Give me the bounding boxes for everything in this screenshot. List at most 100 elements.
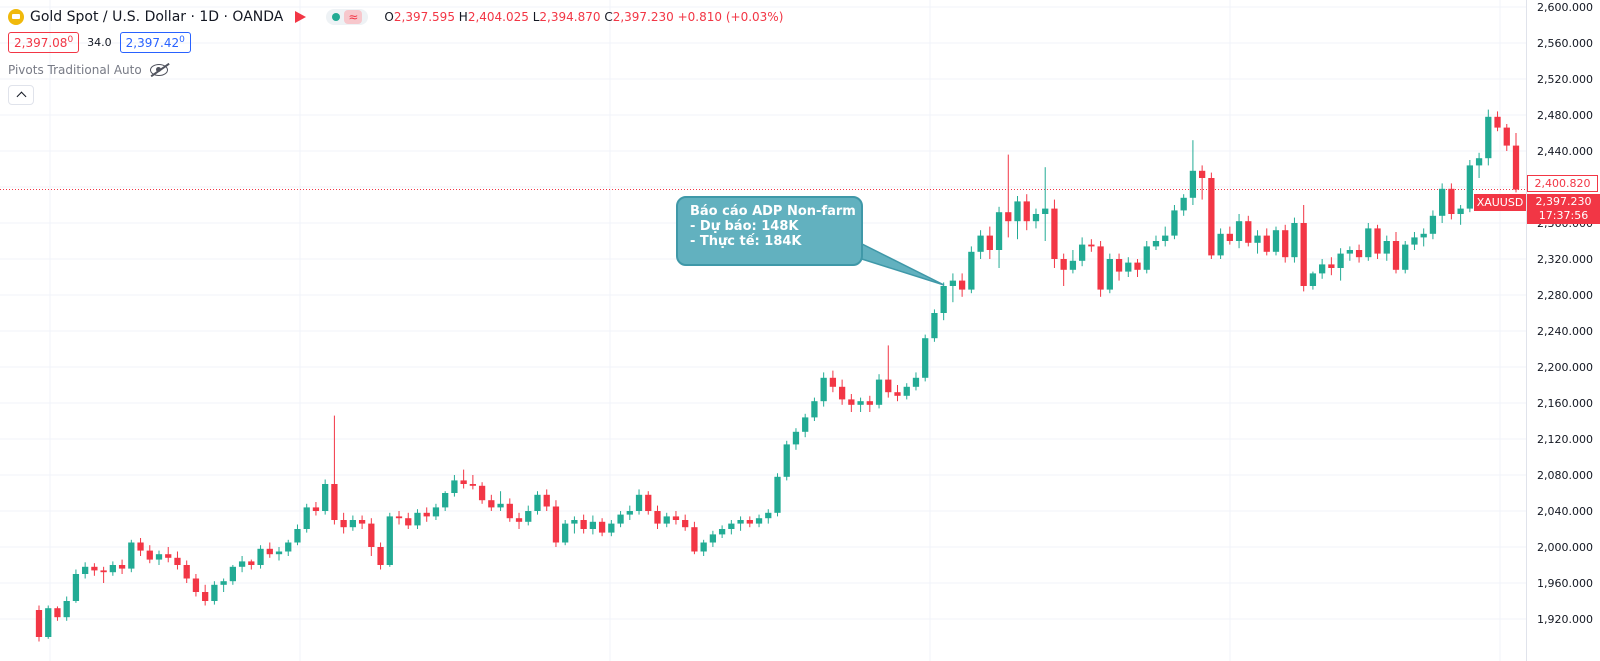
candle-body [1088, 244, 1095, 247]
symbol-tag: XAUUSD [1474, 194, 1526, 211]
candle-body [931, 313, 938, 339]
hidden-eye-icon[interactable] [149, 64, 168, 76]
candle-body [820, 377, 827, 402]
candle-body [1097, 246, 1104, 290]
y-tick-label: 2,200.000 [1537, 361, 1593, 374]
candle-body [238, 561, 246, 567]
candle-body [414, 512, 421, 526]
candle-body [1402, 244, 1409, 270]
candle-body [1014, 201, 1021, 222]
y-tick-label: 2,560.000 [1537, 37, 1593, 50]
candle-body [1171, 210, 1178, 236]
candle-body [949, 280, 957, 286]
candle-body [552, 506, 560, 543]
candle-body [1466, 165, 1473, 209]
spread-value: 34.0 [87, 36, 112, 49]
candle-body [1512, 145, 1520, 190]
candle-body [109, 565, 116, 573]
symbol-title[interactable]: Gold Spot / U.S. Dollar · 1D · OANDA [30, 9, 284, 25]
candle-body [72, 574, 80, 601]
chevron-up-icon [16, 91, 26, 102]
annotation-line-1: Báo cáo ADP Non-farm [690, 204, 856, 219]
candle-body [1263, 235, 1270, 252]
candle-body [451, 480, 458, 493]
candle-body [645, 494, 652, 511]
adp-annotation-callout[interactable]: Báo cáo ADP Non-farm - Dự báo: 148K - Th… [676, 196, 863, 266]
candle-body [285, 542, 292, 552]
candle-body [940, 286, 947, 313]
candle-body [534, 494, 541, 511]
candle-body [312, 507, 320, 511]
candle-body [977, 235, 984, 252]
candle-body [617, 514, 624, 524]
candle-body [1226, 233, 1233, 241]
candle-body [1078, 244, 1086, 261]
candle-body [894, 392, 901, 396]
candle-body [700, 542, 707, 552]
candle-body [220, 581, 227, 585]
y-tick-label: 2,600.000 [1537, 1, 1593, 14]
wave-icon: ≈ [344, 10, 363, 24]
candle-body [1198, 170, 1206, 178]
candle-body [358, 520, 366, 524]
sell-button[interactable]: 2,397.080 [8, 32, 80, 53]
candle-body [626, 511, 633, 515]
candle-body [995, 212, 1003, 250]
candle-body [922, 338, 929, 378]
candle-body [1023, 201, 1030, 222]
y-tick-label: 2,280.000 [1537, 289, 1593, 302]
candle-body [1457, 208, 1464, 214]
candle-body [1060, 259, 1067, 270]
y-tick-label: 2,000.000 [1537, 541, 1593, 554]
buy-button[interactable]: 2,397.420 [119, 32, 191, 53]
candle-body [63, 601, 70, 618]
candle-body [1217, 233, 1224, 256]
candle-body [765, 512, 772, 519]
candle-body [571, 520, 578, 524]
candle-body [1032, 214, 1040, 222]
candle-body [774, 476, 781, 513]
candle-body [1439, 188, 1446, 216]
last-price-value: 2,397.230 [1535, 195, 1592, 208]
candle-body [1309, 273, 1317, 286]
candle-body [912, 377, 920, 387]
y-tick-label: 1,960.000 [1537, 577, 1593, 590]
candle-body [1337, 253, 1344, 268]
y-tick-label: 2,040.000 [1537, 505, 1593, 518]
annotation-line-2: - Dự báo: 148K [690, 219, 799, 234]
candle-body [1134, 262, 1141, 270]
candle-body [248, 561, 255, 565]
candle-body [1355, 250, 1363, 258]
candle-body [506, 503, 513, 519]
collapse-legend-button[interactable] [8, 85, 34, 105]
candle-body [331, 484, 338, 520]
candle-body [654, 511, 661, 524]
chart-legend: Gold Spot / U.S. Dollar · 1D · OANDA ≈ O… [8, 8, 783, 105]
candle-body [672, 516, 680, 520]
candle-body [829, 377, 837, 387]
candle-body [155, 554, 163, 560]
candle-body [118, 565, 126, 569]
candle-body [54, 608, 61, 618]
candle-body [1346, 250, 1353, 254]
pivot-price-tag: 2,400.820 [1527, 175, 1598, 192]
candle-body [322, 484, 329, 511]
last-price-tag: 2,397.230 17:37:56 [1527, 194, 1600, 224]
flag-icon[interactable] [295, 11, 307, 23]
candle-body [478, 485, 486, 501]
candle-body [1392, 241, 1400, 270]
candle-body [1300, 223, 1307, 286]
indicator-label[interactable]: Pivots Traditional Auto [8, 63, 142, 77]
candle-body [128, 542, 135, 569]
y-tick-label: 2,120.000 [1537, 433, 1593, 446]
candle-body [589, 521, 597, 529]
candle-body [1494, 116, 1501, 128]
candle-body [35, 610, 43, 637]
market-status-pill[interactable]: ≈ [326, 9, 369, 25]
y-tick-label: 2,320.000 [1537, 253, 1593, 266]
candle-body [562, 523, 569, 543]
candle-body [755, 518, 763, 524]
candle-body [1106, 259, 1113, 290]
candle-body [1503, 127, 1510, 146]
